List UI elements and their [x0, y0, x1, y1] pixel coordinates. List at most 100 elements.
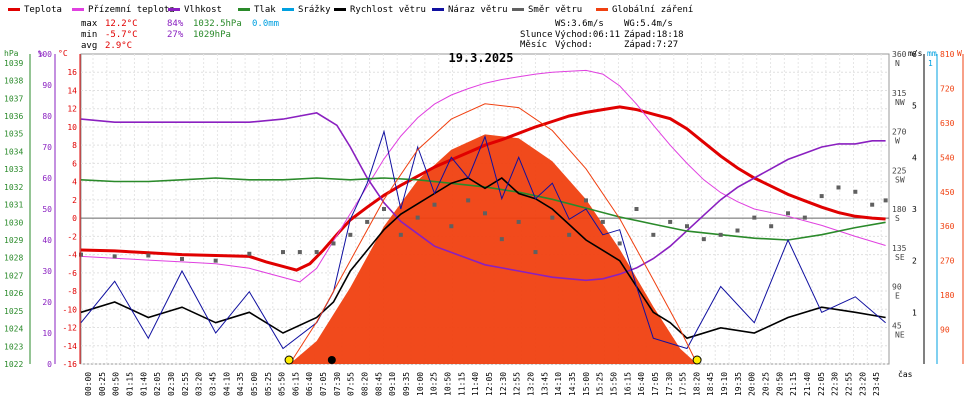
temperature-tick: -4 [67, 251, 77, 260]
wind-dir-label: E [895, 292, 900, 301]
pressure-tick: 1024 [4, 325, 23, 334]
series-glob-ln-z-en-teoretick- [289, 103, 698, 365]
x-tick: 03:20 [195, 372, 204, 396]
x-tick: 10:00 [416, 372, 425, 396]
wind-dir-point [870, 202, 875, 207]
wind-dir-point [180, 256, 184, 261]
x-tick: 06:15 [291, 372, 300, 396]
pressure-tick: 1030 [4, 218, 23, 227]
legend-swatch [72, 8, 84, 11]
wind-dir-point [718, 232, 723, 237]
wind-dir-point [415, 215, 420, 220]
radiation-tick: 270 [940, 257, 955, 266]
wind-speed-tick: 6 [912, 50, 917, 59]
x-tick: 07:05 [319, 372, 328, 396]
x-tick: 18:20 [692, 372, 701, 396]
humidity-tick: 20 [42, 298, 52, 307]
axes: hPa% °C1039103810371036103510341033103210… [4, 49, 964, 396]
stats-panel: max 12.2°C 84% 1032.5hPa 0.0mm min -5.7°… [81, 19, 684, 51]
legend-item-6: Náraz větru [432, 5, 508, 15]
x-tick: 11:15 [457, 372, 466, 396]
stats-wg: WG:5.4m/s [624, 19, 673, 29]
wind-dir-tick: 270 [892, 128, 907, 137]
legend-label: Směr větru [528, 5, 582, 15]
series-rychlost-v-tru [80, 177, 886, 340]
x-tick: 00:00 [84, 372, 93, 396]
legend-item-2: Vlhkost [168, 5, 222, 15]
stats-avg-temp: 2.9°C [105, 41, 132, 51]
pressure-tick: 1036 [4, 112, 23, 121]
legend-label: Srážky [298, 5, 331, 15]
x-tick: 08:20 [361, 372, 370, 396]
wind-dir-point [533, 250, 538, 255]
x-tick: 23:45 [872, 372, 881, 396]
wind-dir-point [348, 232, 353, 237]
radiation-tick: 180 [940, 291, 955, 300]
stats-max-press: 1032.5hPa [193, 19, 242, 29]
x-tick: 12:55 [513, 372, 522, 396]
rain-tick: 1 [928, 59, 933, 68]
humidity-tick: 80 [42, 112, 52, 121]
x-tick: 12:30 [499, 372, 508, 396]
wind-dir-label: SE [895, 253, 905, 262]
x-tick: 20:50 [775, 372, 784, 396]
humidity-tick: 70 [42, 143, 52, 152]
wind-dir-point [79, 252, 83, 257]
temperature-tick: 16 [67, 68, 77, 77]
temperature-tick: -12 [63, 324, 78, 333]
wind-dir-point [752, 215, 757, 220]
x-tick: 08:45 [374, 372, 383, 396]
series-n-raz-v-tru [80, 129, 886, 350]
pressure-tick: 1027 [4, 271, 23, 280]
x-tick: 19:35 [734, 372, 743, 396]
pressure-tick: 1023 [4, 342, 23, 351]
stats-min-temp: -5.7°C [105, 30, 138, 40]
x-tick: 09:35 [402, 372, 411, 396]
x-tick: 01:40 [139, 372, 148, 396]
x-tick: 11:40 [471, 372, 480, 396]
x-axis-label: čas [898, 369, 913, 379]
sun-label: Slunce [520, 30, 553, 40]
x-tick: 02:30 [167, 372, 176, 396]
wind-dir-point [567, 232, 572, 237]
humidity-unit: % [38, 49, 43, 58]
wind-dir-label: N [895, 59, 900, 68]
wind-dir-label: W [895, 137, 900, 146]
radiation-tick: 630 [940, 119, 955, 128]
legend-swatch [334, 8, 346, 11]
temperature-tick: 8 [72, 141, 77, 150]
stats-avg-label: avg [81, 41, 97, 51]
radiation-unit: W [957, 49, 962, 58]
x-tick: 10:50 [444, 372, 453, 396]
humidity-tick: 30 [42, 267, 52, 276]
wind-dir-point [382, 207, 386, 211]
wind-speed-tick: 3 [912, 205, 917, 214]
humidity-tick: 100 [38, 50, 53, 59]
pressure-tick: 1037 [4, 94, 23, 103]
stats-rain: 0.0mm [252, 19, 279, 29]
wind-dir-point [281, 250, 285, 255]
humidity-tick: 40 [42, 236, 52, 245]
x-tick: 02:05 [153, 372, 162, 396]
legend-item-1: Přízemní teplota [72, 5, 175, 15]
legend-swatch [8, 8, 20, 11]
wind-dir-point [600, 219, 605, 224]
pressure-tick: 1025 [4, 307, 23, 316]
wind-dir-point [584, 198, 588, 203]
legend-label: Teplota [24, 5, 62, 15]
legend-item-0: Teplota [8, 5, 62, 15]
x-tick: 16:40 [637, 372, 646, 396]
radiation-tick: 360 [940, 222, 955, 231]
temperature-tick: -6 [67, 269, 77, 278]
x-tick: 14:10 [554, 372, 563, 396]
pressure-tick: 1032 [4, 183, 23, 192]
pressure-tick: 1026 [4, 289, 23, 298]
legend-swatch [596, 8, 608, 11]
x-tick: 22:05 [817, 372, 826, 396]
temperature-tick: -14 [63, 342, 78, 351]
wind-dir-point [883, 198, 888, 203]
wind-dir-point [685, 224, 689, 229]
stats-max-temp: 12.2°C [105, 19, 138, 29]
wind-dir-point [617, 241, 622, 246]
